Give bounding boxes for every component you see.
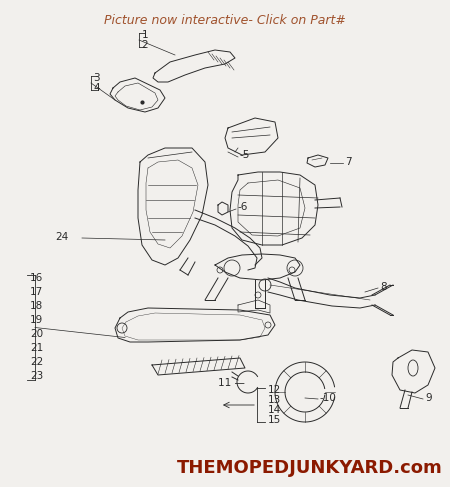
Text: 1: 1 (141, 30, 148, 40)
Text: 14: 14 (268, 405, 281, 415)
Text: 18: 18 (30, 301, 43, 311)
Text: Picture now interactive- Click on Part#: Picture now interactive- Click on Part# (104, 14, 346, 27)
Text: 21: 21 (30, 343, 43, 353)
Text: 15: 15 (268, 415, 281, 425)
Text: 9: 9 (425, 393, 432, 403)
Text: 24: 24 (55, 232, 68, 242)
Text: 13: 13 (268, 395, 281, 405)
Text: 3: 3 (94, 73, 100, 83)
Text: 2: 2 (141, 40, 148, 50)
Text: -10: -10 (320, 393, 337, 403)
Text: 11 —: 11 — (218, 378, 245, 388)
Text: -6: -6 (238, 202, 248, 212)
Text: 22: 22 (30, 357, 43, 367)
Text: 19: 19 (30, 315, 43, 325)
Text: 17: 17 (30, 287, 43, 297)
Text: 7: 7 (345, 157, 351, 167)
Text: THEMOPEDJUNKYARD.com: THEMOPEDJUNKYARD.com (177, 459, 443, 477)
Text: 20: 20 (30, 329, 43, 339)
Text: 4: 4 (94, 83, 100, 93)
Text: -5: -5 (240, 150, 250, 160)
Text: 23: 23 (30, 371, 43, 381)
Text: 12: 12 (268, 385, 281, 395)
Text: 8: 8 (380, 282, 387, 292)
Text: 16: 16 (30, 273, 43, 283)
